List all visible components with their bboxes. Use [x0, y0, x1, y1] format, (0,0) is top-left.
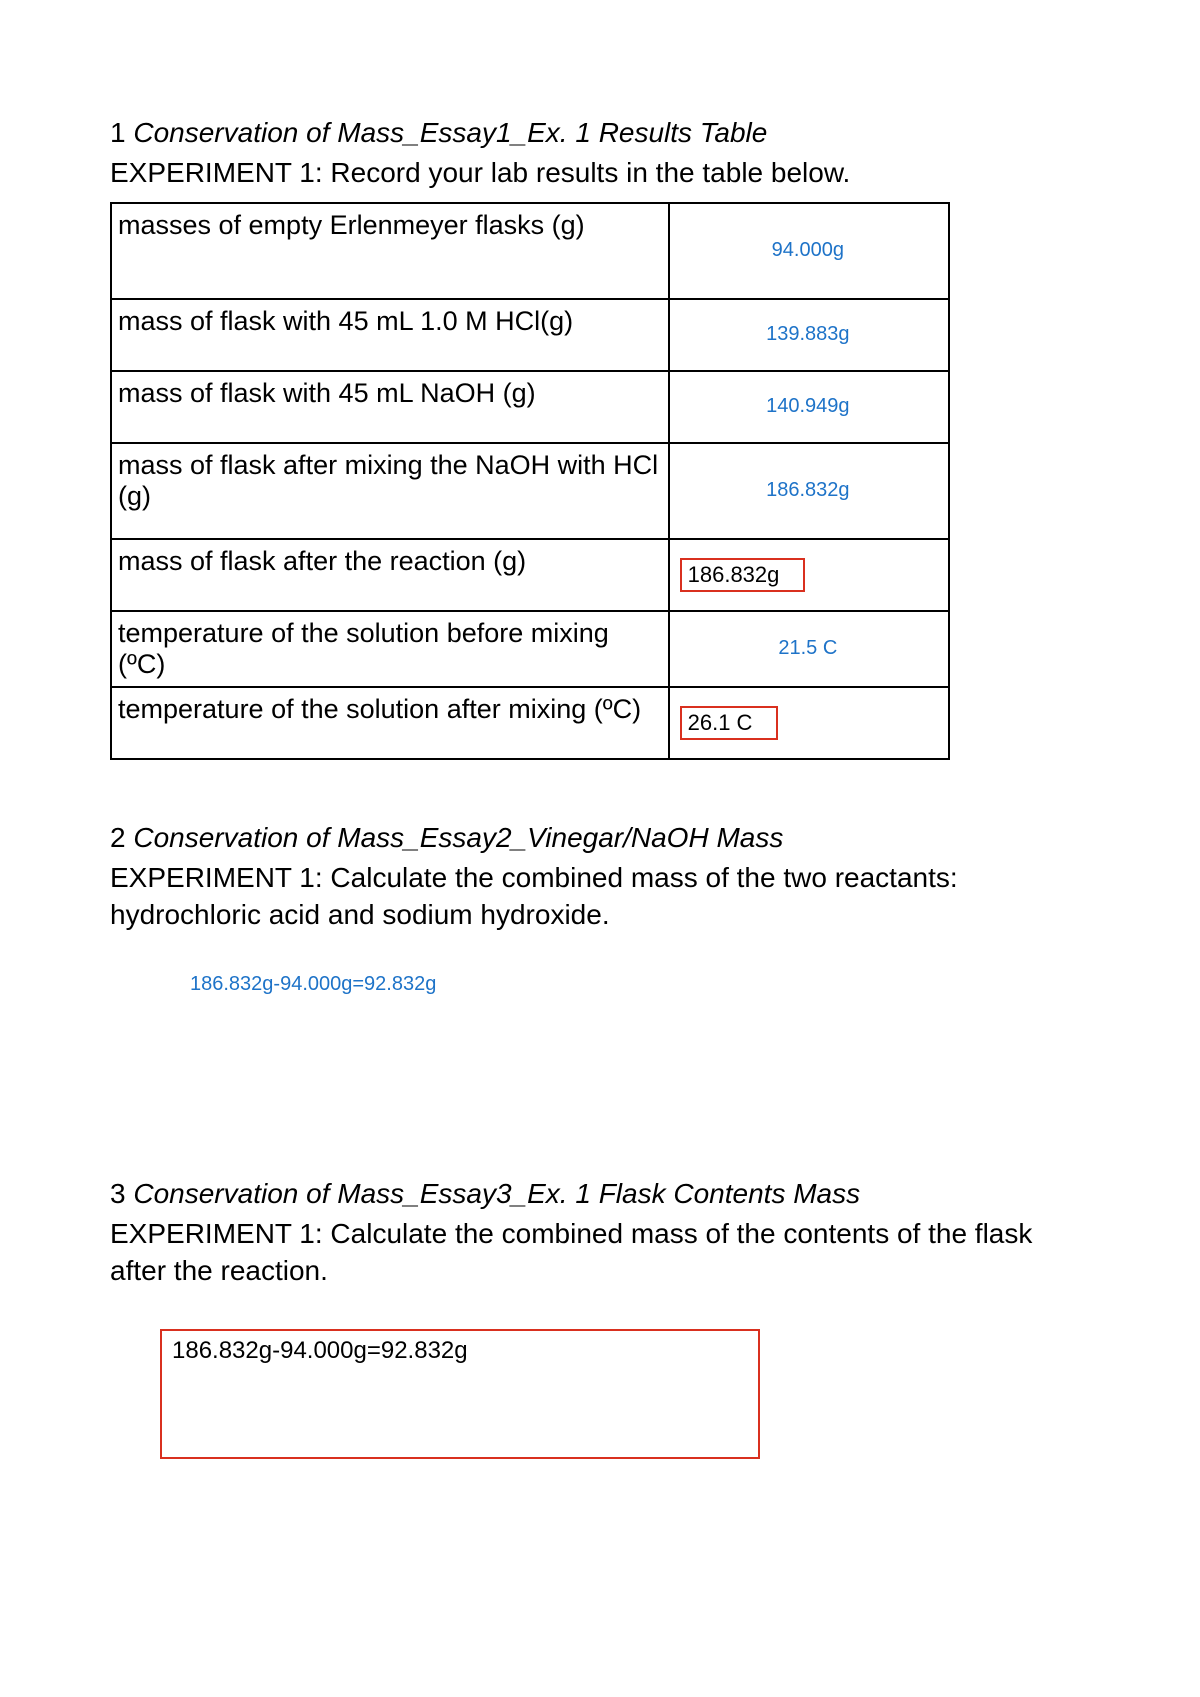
row-label: masses of empty Erlenmeyer flasks (g): [111, 203, 669, 299]
row-value: 21.5 C: [669, 611, 949, 687]
table-row: temperature of the solution before mixin…: [111, 611, 949, 687]
table-row: mass of flask after the reaction (g) 186.…: [111, 539, 949, 611]
boxed-value: 186.832g: [680, 558, 806, 592]
row-label: temperature of the solution after mixing…: [111, 687, 669, 759]
section3-heading: 3 Conservation of Mass_Essay3_Ex. 1 Flas…: [110, 1176, 1080, 1212]
row-value: 139.883g: [669, 299, 949, 371]
table-row: temperature of the solution after mixing…: [111, 687, 949, 759]
section2-answer: 186.832g-94.000g=92.832g: [190, 973, 1080, 996]
section3-number: 3: [110, 1178, 126, 1209]
section2-title: Conservation of Mass_Essay2_Vinegar/NaOH…: [133, 822, 783, 853]
results-table-body: masses of empty Erlenmeyer flasks (g) 94.…: [111, 203, 949, 759]
section1-heading: 1 Conservation of Mass_Essay1_Ex. 1 Resu…: [110, 115, 1080, 151]
section1-number: 1: [110, 117, 126, 148]
row-value: 140.949g: [669, 371, 949, 443]
document-page: 1 Conservation of Mass_Essay1_Ex. 1 Resu…: [0, 0, 1200, 1697]
section1-title: Conservation of Mass_Essay1_Ex. 1 Result…: [133, 117, 767, 148]
blue-value: 21.5 C: [778, 637, 837, 659]
blue-value: 139.883g: [766, 323, 849, 345]
blue-value: 140.949g: [766, 395, 849, 417]
section2-number: 2: [110, 822, 126, 853]
row-value: 186.832g: [669, 539, 949, 611]
row-label: temperature of the solution before mixin…: [111, 611, 669, 687]
section3-answer-box: 186.832g-94.000g=92.832g: [160, 1329, 760, 1459]
blue-value: 186.832g: [766, 479, 849, 501]
row-label: mass of flask with 45 mL NaOH (g): [111, 371, 669, 443]
table-row: masses of empty Erlenmeyer flasks (g) 94.…: [111, 203, 949, 299]
blue-value: 94.000g: [772, 239, 844, 261]
section2-subtitle: EXPERIMENT 1: Calculate the combined mas…: [110, 860, 1080, 933]
table-row: mass of flask after mixing the NaOH with…: [111, 443, 949, 539]
section3-answer: 186.832g-94.000g=92.832g: [172, 1337, 468, 1364]
row-value: 94.000g: [669, 203, 949, 299]
row-value: 26.1 C: [669, 687, 949, 759]
table-row: mass of flask with 45 mL NaOH (g) 140.949…: [111, 371, 949, 443]
row-label: mass of flask after mixing the NaOH with…: [111, 443, 669, 539]
results-table: masses of empty Erlenmeyer flasks (g) 94.…: [110, 202, 950, 760]
table-row: mass of flask with 45 mL 1.0 M HCl(g) 139…: [111, 299, 949, 371]
boxed-value: 26.1 C: [680, 706, 779, 740]
section1-subtitle: EXPERIMENT 1: Record your lab results in…: [110, 155, 1080, 191]
row-value: 186.832g: [669, 443, 949, 539]
row-label: mass of flask after the reaction (g): [111, 539, 669, 611]
section3-subtitle: EXPERIMENT 1: Calculate the combined mas…: [110, 1216, 1080, 1289]
section3-title: Conservation of Mass_Essay3_Ex. 1 Flask …: [133, 1178, 860, 1209]
section2-heading: 2 Conservation of Mass_Essay2_Vinegar/Na…: [110, 820, 1080, 856]
row-label: mass of flask with 45 mL 1.0 M HCl(g): [111, 299, 669, 371]
